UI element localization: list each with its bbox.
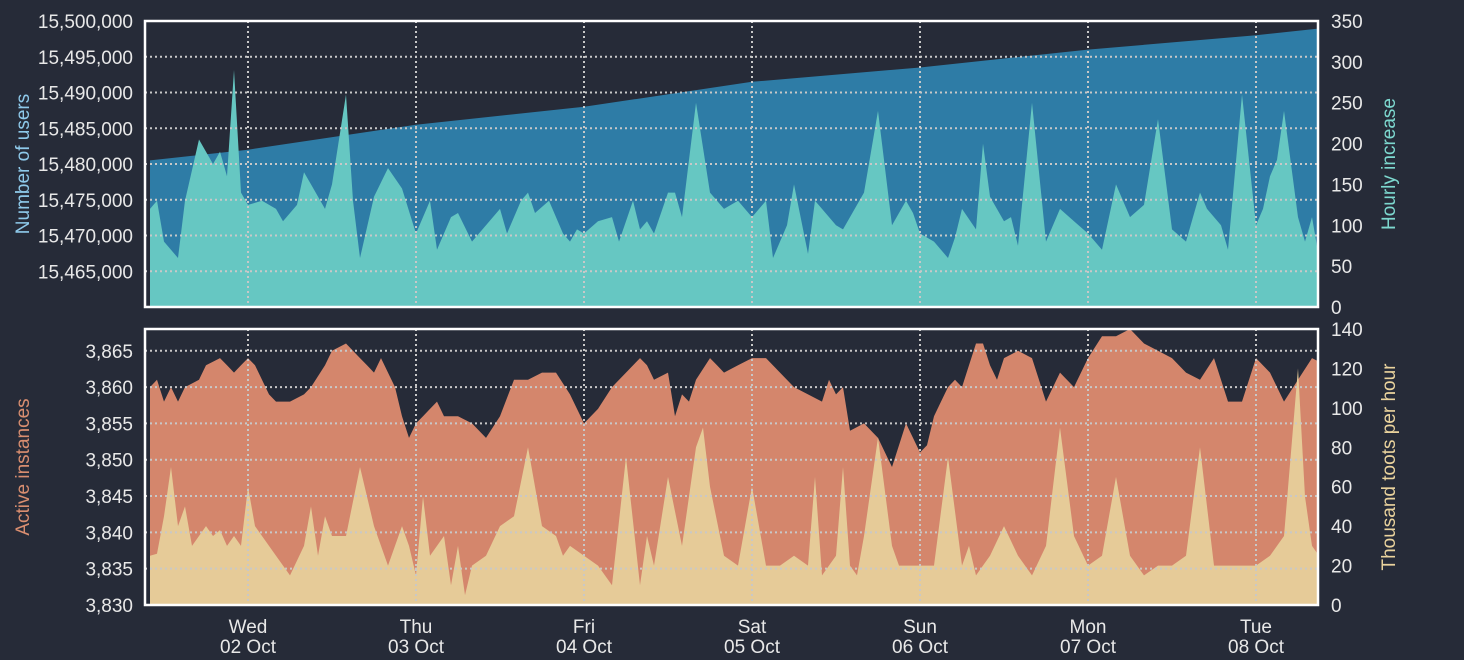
left-axis-title: Active instances	[13, 398, 34, 535]
x-tick-date: 02 Oct	[220, 637, 277, 658]
right-tick-label: 20	[1331, 557, 1352, 578]
x-tick-weekday: Mon	[1070, 617, 1107, 638]
x-tick-weekday: Sun	[903, 617, 937, 638]
right-axis-title: Hourly increase	[1379, 98, 1400, 230]
left-tick-label: 15,475,000	[38, 191, 133, 212]
left-tick-label: 3,845	[85, 487, 133, 508]
plot-frame	[143, 327, 1320, 607]
right-tick-label: 40	[1331, 517, 1352, 538]
left-tick-label: 3,850	[85, 451, 133, 472]
right-tick-label: 100	[1331, 399, 1363, 420]
left-tick-label: 15,470,000	[38, 227, 133, 248]
left-tick-label: 15,495,000	[38, 48, 133, 69]
users-panel: 15,465,000 15,470,000 15,475,000 15,480,000…	[13, 12, 1400, 319]
left-tick-label: 3,830	[85, 596, 133, 617]
x-tick-date: 08 Oct	[1228, 637, 1285, 658]
x-tick-weekday: Tue	[1240, 617, 1272, 638]
right-tick-label: 0	[1331, 596, 1342, 617]
x-tick-date: 06 Oct	[892, 637, 949, 658]
x-tick-date: 05 Oct	[724, 637, 781, 658]
left-tick-label: 15,465,000	[38, 262, 133, 283]
right-tick-label: 140	[1331, 320, 1363, 341]
left-tick-label: 15,485,000	[38, 119, 133, 140]
right-tick-label: 200	[1331, 135, 1363, 156]
left-tick-label: 3,865	[85, 342, 133, 363]
left-tick-label: 3,840	[85, 523, 133, 544]
x-tick-date: 03 Oct	[388, 637, 445, 658]
right-tick-label: 50	[1331, 257, 1352, 278]
left-tick-label: 15,490,000	[38, 84, 133, 105]
hourly-increase-area	[150, 70, 1318, 307]
right-tick-label: 250	[1331, 94, 1363, 115]
left-tick-label: 3,855	[85, 414, 133, 435]
x-tick-date: 07 Oct	[1060, 637, 1117, 658]
toots-per-hour-area	[150, 368, 1318, 605]
instances-panel: 3,830 3,835 3,840 3,845 3,850 3,855 3,860 3,865…	[13, 320, 1400, 617]
left-tick-label: 15,500,000	[38, 12, 133, 33]
x-tick-weekday: Wed	[229, 617, 268, 638]
left-axis-title: Number of users	[13, 94, 34, 234]
right-tick-label: 80	[1331, 438, 1352, 459]
right-tick-label: 350	[1331, 12, 1363, 33]
x-tick-weekday: Fri	[573, 617, 595, 638]
x-tick-date: 04 Oct	[556, 637, 613, 658]
left-tick-label: 3,835	[85, 560, 133, 581]
right-tick-label: 150	[1331, 175, 1363, 196]
right-tick-label: 300	[1331, 53, 1363, 74]
plot-frame	[143, 19, 1320, 309]
right-tick-label: 60	[1331, 478, 1352, 499]
left-tick-label: 3,860	[85, 378, 133, 399]
right-axis-title: Thousand toots per hour	[1379, 363, 1400, 571]
right-tick-label: 0	[1331, 298, 1342, 319]
x-tick-weekday: Sat	[738, 617, 767, 638]
active-instances-area	[150, 329, 1318, 605]
left-tick-label: 15,480,000	[38, 155, 133, 176]
right-tick-label: 100	[1331, 216, 1363, 237]
x-tick-weekday: Thu	[400, 617, 433, 638]
right-tick-label: 120	[1331, 359, 1363, 380]
